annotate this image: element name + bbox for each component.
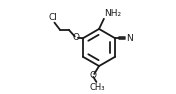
- Text: O: O: [73, 33, 80, 42]
- Text: O: O: [90, 71, 97, 80]
- Text: N: N: [126, 34, 133, 43]
- Text: Cl: Cl: [48, 13, 57, 22]
- Text: NH₂: NH₂: [105, 9, 122, 18]
- Text: CH₃: CH₃: [90, 83, 105, 92]
